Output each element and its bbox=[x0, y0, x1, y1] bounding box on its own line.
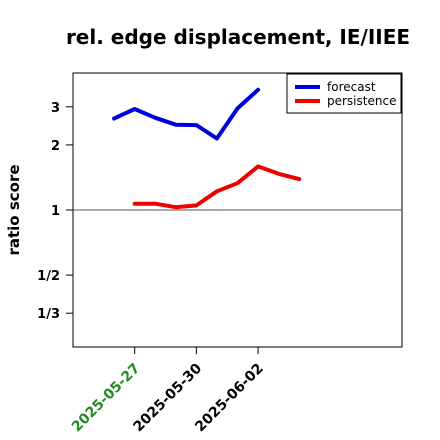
chart-title: rel. edge displacement, IE/IIEE bbox=[66, 25, 410, 49]
y-tick-label: 1/2 bbox=[37, 269, 60, 284]
legend-label-forecast: forecast bbox=[327, 80, 376, 94]
series-line-persistence bbox=[132, 164, 302, 210]
y-axis: 3 2 1 1/2 1/3 bbox=[37, 101, 73, 322]
legend-box bbox=[286, 73, 402, 114]
y-tick-label: 2 bbox=[51, 139, 60, 154]
y-tick-label: 3 bbox=[51, 101, 60, 116]
series-layer bbox=[112, 87, 302, 210]
y-tick-label: 1 bbox=[51, 204, 60, 219]
legend-label-persistence: persistence bbox=[327, 94, 396, 108]
series-line-forecast bbox=[112, 87, 261, 141]
y-tick-label: 1/3 bbox=[37, 307, 60, 322]
legend: forecast persistence bbox=[286, 73, 402, 114]
y-axis-label: ratio score bbox=[5, 164, 23, 255]
